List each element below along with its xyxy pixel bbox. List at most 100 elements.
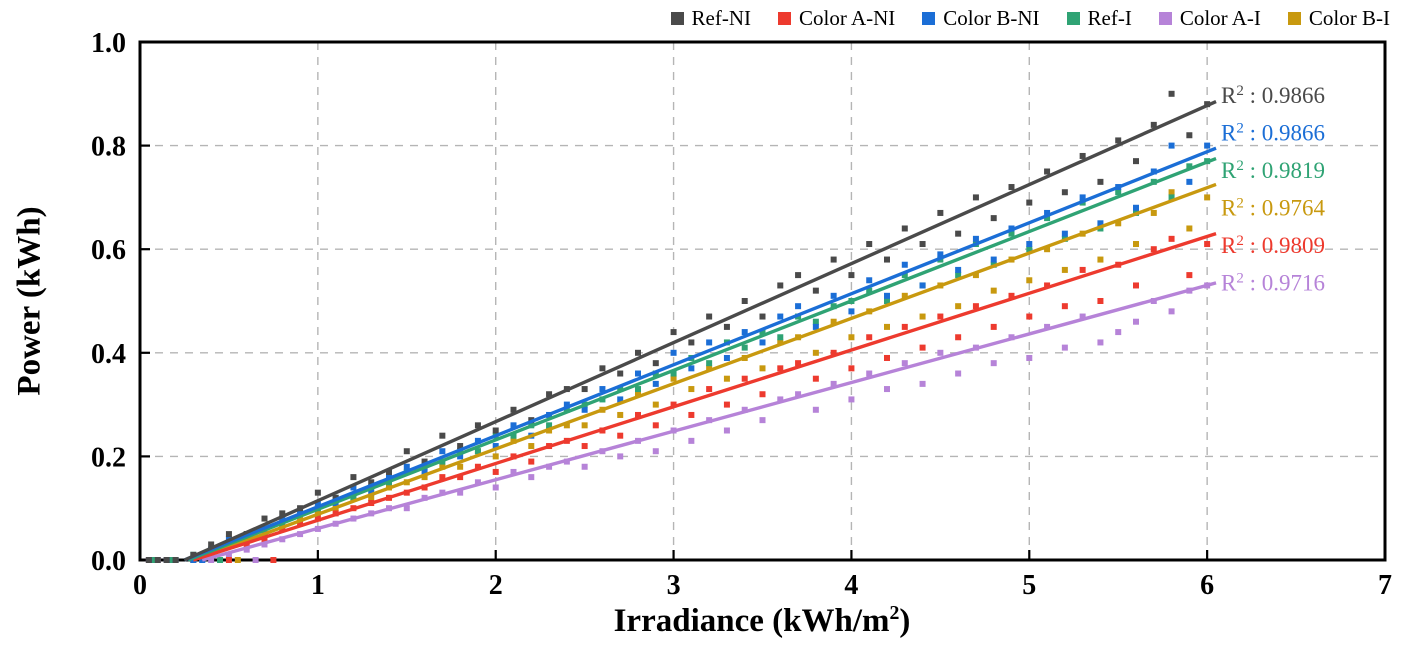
scatter-point	[1026, 354, 1033, 361]
scatter-point	[1079, 152, 1086, 159]
scatter-point	[617, 411, 624, 418]
scatter-point	[368, 494, 375, 501]
scatter-point	[1150, 121, 1157, 128]
scatter-point	[457, 474, 464, 481]
scatter-point	[510, 468, 517, 475]
scatter-point	[777, 339, 784, 346]
scatter-point	[919, 241, 926, 248]
scatter-point	[421, 468, 428, 475]
legend-item: Color A-NI	[778, 6, 895, 31]
scatter-point	[866, 370, 873, 377]
scatter-point	[1115, 189, 1122, 196]
scatter-point	[1168, 90, 1175, 97]
scatter-point	[706, 339, 713, 346]
legend-item: Color A-I	[1158, 6, 1261, 31]
scatter-point	[652, 380, 659, 387]
scatter-point	[652, 422, 659, 429]
legend-swatch-icon	[1158, 12, 1172, 25]
scatter-point	[261, 536, 268, 543]
scatter-point	[848, 272, 855, 279]
scatter-point	[581, 386, 588, 393]
scatter-point	[1168, 235, 1175, 242]
scatter-point	[151, 557, 158, 563]
scatter-point	[172, 557, 179, 563]
scatter-point	[866, 277, 873, 284]
y-tick-label: 0.6	[91, 235, 126, 266]
scatter-point	[386, 468, 392, 475]
scatter-point	[635, 349, 641, 356]
scatter-point	[901, 360, 908, 367]
scatter-point	[884, 256, 890, 263]
scatter-point	[635, 386, 641, 393]
scatter-point	[1026, 199, 1033, 206]
x-tick-label: 7	[1378, 570, 1392, 601]
scatter-point	[457, 453, 464, 460]
scatter-point	[901, 261, 908, 268]
scatter-point	[225, 531, 232, 538]
scatter-point	[777, 334, 784, 341]
scatter-point	[635, 411, 641, 418]
fit-line	[201, 281, 1217, 562]
scatter-point	[777, 282, 784, 289]
scatter-point	[955, 370, 962, 377]
r-squared-label: R2 : 0.9716	[1221, 271, 1325, 296]
scatter-point	[1097, 339, 1104, 346]
scatter-point	[243, 546, 250, 553]
scatter-point	[884, 354, 890, 361]
scatter-point	[741, 298, 748, 304]
scatter-point	[297, 520, 304, 527]
scatter-point	[777, 396, 784, 403]
legend-item: Ref-NI	[670, 6, 751, 31]
scatter-point	[279, 510, 286, 517]
scatter-point	[1186, 272, 1193, 279]
scatter-point	[270, 557, 277, 563]
scatter-point	[635, 370, 641, 377]
scatter-point	[1150, 246, 1157, 253]
scatter-point	[795, 303, 802, 310]
scatter-point	[225, 557, 232, 563]
scatter-point	[492, 443, 499, 450]
legend-item: Color B-NI	[922, 6, 1040, 31]
scatter-point	[581, 443, 588, 450]
scatter-point	[563, 401, 570, 408]
scatter-point	[492, 453, 499, 460]
scatter-point	[350, 494, 357, 501]
scatter-point	[563, 406, 570, 413]
x-tick-label: 1	[311, 570, 325, 601]
scatter-point	[830, 318, 837, 325]
scatter-point	[670, 329, 677, 336]
legend-swatch-icon	[922, 12, 936, 25]
y-tick-label: 1.0	[91, 28, 126, 59]
scatter-point	[848, 334, 855, 341]
scatter-point	[706, 386, 713, 393]
scatter-point	[830, 292, 837, 299]
scatter-point	[866, 334, 873, 341]
scatter-point	[759, 339, 766, 346]
scatter-point	[759, 391, 766, 398]
legend-swatch-icon	[778, 12, 792, 25]
scatter-point	[723, 401, 730, 408]
scatter-point	[723, 427, 730, 434]
scatter-point	[990, 287, 997, 294]
legend-label: Ref-I	[1087, 6, 1132, 30]
scatter-point	[1044, 209, 1051, 216]
scatter-point	[1079, 313, 1086, 320]
scatter-point	[919, 380, 926, 387]
scatter-point	[759, 329, 766, 336]
scatter-point	[599, 365, 606, 372]
scatter-point	[492, 427, 499, 434]
fit-line	[192, 232, 1217, 562]
scatter-point	[884, 323, 890, 330]
legend-label: Color B-I	[1308, 6, 1390, 30]
scatter-point	[955, 303, 962, 310]
scatter-point	[208, 557, 215, 563]
scatter-point	[1186, 225, 1193, 232]
scatter-point	[403, 463, 410, 470]
scatter-point	[812, 406, 819, 413]
scatter-point	[439, 448, 446, 455]
scatter-point	[546, 422, 553, 429]
scatter-point	[474, 448, 481, 455]
scatter-point	[670, 401, 677, 408]
scatter-point	[830, 349, 837, 356]
